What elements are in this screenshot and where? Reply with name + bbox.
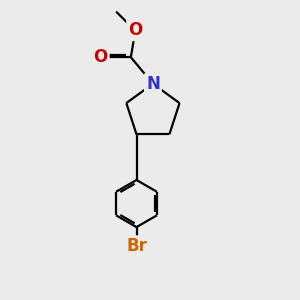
Text: O: O <box>93 48 108 66</box>
Text: O: O <box>128 21 142 39</box>
Text: N: N <box>146 75 160 93</box>
Text: Br: Br <box>126 237 147 255</box>
